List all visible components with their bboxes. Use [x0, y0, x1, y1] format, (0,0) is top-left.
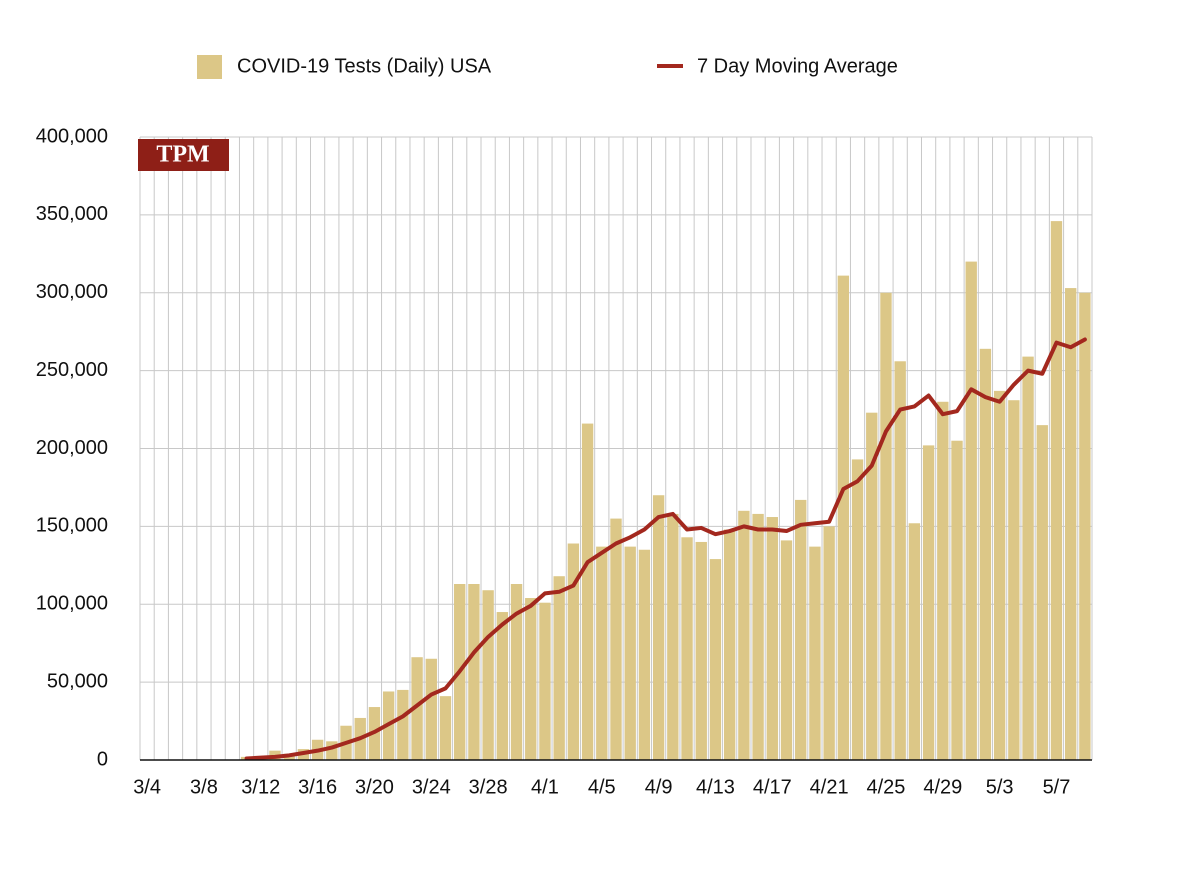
bar [581, 423, 594, 760]
bar [951, 440, 963, 760]
legend-swatch [197, 55, 222, 79]
bar [652, 495, 665, 760]
bar [795, 499, 807, 760]
line [244, 337, 1087, 761]
y-tick-label: 400,000 [36, 125, 108, 147]
y-tick-label: 350,000 [36, 203, 108, 225]
bar [979, 348, 992, 760]
bar [326, 741, 338, 760]
bar [1022, 356, 1034, 760]
bar [908, 523, 921, 760]
bar [610, 518, 622, 760]
y-tick-label: 150,000 [36, 515, 108, 537]
y-tick-label: 0 [97, 748, 108, 770]
bar [738, 510, 750, 760]
bar [1008, 400, 1020, 760]
y-tick-label: 300,000 [36, 281, 108, 303]
x-tick-label: 4/21 [810, 776, 849, 798]
bar [596, 546, 608, 760]
badge: TPM [156, 142, 209, 168]
bar [496, 612, 509, 760]
bar [866, 412, 878, 760]
x-tick-label: 3/12 [241, 776, 280, 798]
bar [482, 590, 494, 760]
x-tick-label: 4/13 [696, 776, 735, 798]
grid [139, 136, 1093, 761]
bar [695, 541, 707, 760]
bar [425, 658, 437, 760]
bar [681, 537, 693, 760]
x-tick-label: 4/17 [753, 776, 792, 798]
y-tick-label: 50,000 [47, 670, 108, 692]
x-tick-label: 4/9 [645, 776, 673, 798]
bar [525, 598, 537, 760]
bar [766, 517, 778, 760]
bar [965, 261, 977, 760]
legend-label: COVID-19 Tests (Daily) USA [237, 55, 492, 77]
x-tick-label: 3/24 [412, 776, 451, 798]
bar [723, 529, 736, 760]
bar [709, 559, 722, 760]
bar [539, 602, 551, 760]
bar [567, 543, 580, 760]
bar [468, 584, 480, 760]
x-tick-label: 5/7 [1043, 776, 1071, 798]
bars [240, 221, 1091, 761]
bar [1065, 288, 1077, 760]
x-tick-label: 3/28 [469, 776, 508, 798]
x-tick-label: 3/20 [355, 776, 394, 798]
x-tick-label: 3/4 [133, 776, 161, 798]
y-tick-label: 250,000 [36, 359, 108, 381]
y-tick-label: 100,000 [36, 593, 108, 615]
bar [809, 546, 821, 760]
bar [922, 445, 935, 760]
bar [439, 696, 452, 760]
bar [937, 401, 949, 760]
bar [880, 292, 892, 760]
bar [397, 689, 409, 760]
overlay: 0 50,000 100,000 150,000 200,000 250,000 300,0… [36, 55, 1092, 798]
bar [553, 576, 565, 760]
x-tick-label: 3/16 [298, 776, 337, 798]
bar [1036, 425, 1048, 760]
bar [667, 513, 679, 760]
x-tick-label: 3/8 [190, 776, 218, 798]
x-tick-label: 4/1 [531, 776, 559, 798]
bar [823, 526, 835, 760]
bar [851, 459, 864, 760]
bar [780, 540, 793, 760]
bar [752, 513, 764, 760]
bar [894, 361, 906, 760]
x-tick-label: 4/29 [923, 776, 962, 798]
x-tick-label: 5/3 [986, 776, 1014, 798]
bar [624, 546, 636, 760]
bar [638, 549, 651, 760]
bar [1079, 292, 1091, 760]
bar [837, 275, 850, 760]
y-tick-label: 200,000 [36, 437, 108, 459]
bar [993, 390, 1006, 760]
x-tick-label: 4/5 [588, 776, 616, 798]
x-tick-label: 4/25 [867, 776, 906, 798]
bar [411, 657, 423, 760]
legend-label: 7 Day Moving Average [697, 55, 898, 77]
bar [1050, 221, 1063, 761]
badge-box [138, 139, 229, 171]
bar [510, 584, 523, 760]
